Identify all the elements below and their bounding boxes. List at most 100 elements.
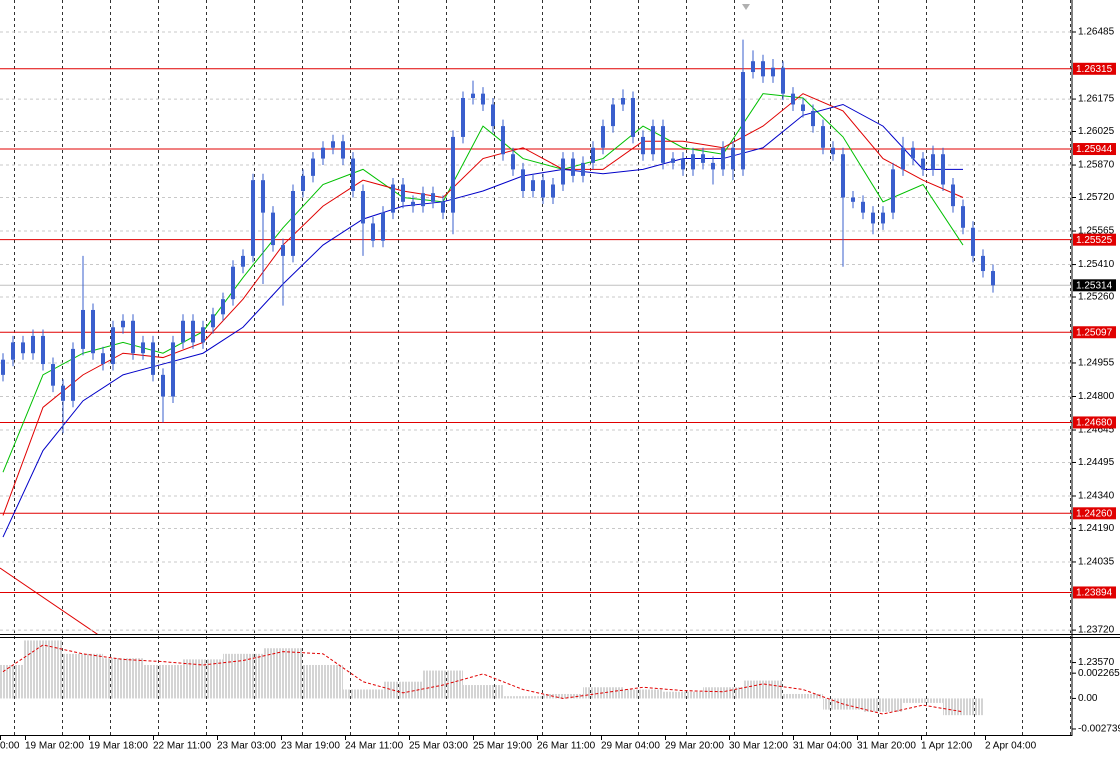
candle-body xyxy=(901,147,905,170)
candle-body xyxy=(711,162,715,170)
x-tick-label: 22 Mar 11:00 xyxy=(153,741,212,752)
candle-body xyxy=(521,169,525,192)
candle-body xyxy=(381,212,385,241)
candle-body xyxy=(991,271,995,286)
candle-body xyxy=(331,141,335,148)
x-tick-label: 31 Mar 04:00 xyxy=(793,741,852,752)
x-tick-label: 19 Mar 18:00 xyxy=(89,741,148,752)
candle-body xyxy=(221,299,225,315)
candle-body xyxy=(871,212,875,224)
candle-body xyxy=(691,154,695,170)
x-tick-label: 29 Mar 04:00 xyxy=(601,741,660,752)
candle-body xyxy=(951,184,955,207)
candle-body xyxy=(561,158,565,185)
histogram-bar xyxy=(223,653,263,699)
candle-body xyxy=(41,335,45,365)
y-tick-label: 1.25565 xyxy=(1078,226,1115,237)
histogram-bar xyxy=(423,670,463,699)
candle-body xyxy=(141,342,145,354)
candle-body xyxy=(551,184,555,198)
y-tick-label: 1.24645 xyxy=(1078,425,1115,436)
candle-body xyxy=(981,255,985,272)
x-tick-label: 23 Mar 03:00 xyxy=(217,741,276,752)
x-tick-label: 26 Mar 11:00 xyxy=(537,741,596,752)
histogram-bar xyxy=(503,696,543,699)
y-tick-label: 1.24340 xyxy=(1078,491,1115,502)
candle-body xyxy=(851,197,855,202)
histogram-bar xyxy=(263,648,303,699)
candle-body xyxy=(531,180,535,192)
histogram-bar xyxy=(943,698,983,716)
y-tick-label: 1.26175 xyxy=(1078,94,1115,105)
histogram-bar xyxy=(543,693,583,699)
candle-body xyxy=(31,335,35,354)
candle-body xyxy=(761,61,765,77)
candle-body xyxy=(571,158,575,176)
candle-body xyxy=(21,342,25,354)
candle-body xyxy=(11,342,15,360)
y-tick-label: 1.24955 xyxy=(1078,358,1115,369)
candle-body xyxy=(581,162,585,176)
candle-body xyxy=(831,147,835,155)
candle-body xyxy=(801,104,805,111)
histogram-bar xyxy=(303,664,343,699)
candle-body xyxy=(541,180,545,198)
candle-body xyxy=(241,255,245,267)
candle-body xyxy=(941,154,945,185)
histogram-bar xyxy=(743,680,783,699)
candle-body xyxy=(71,348,75,401)
candle-body xyxy=(191,320,195,343)
candle-body xyxy=(671,158,675,163)
candle-body xyxy=(491,104,495,127)
indicator-plot xyxy=(0,640,983,716)
y-tick-label: 1.25260 xyxy=(1078,292,1115,303)
level-label-box xyxy=(1073,507,1116,520)
candle-body xyxy=(271,212,275,246)
candle-body xyxy=(961,206,965,228)
histogram-bar xyxy=(783,693,823,699)
x-tick-label: 0:00 xyxy=(0,741,20,752)
shift-marker xyxy=(742,4,750,10)
x-tick-label: 25 Mar 19:00 xyxy=(473,741,532,752)
histogram-bar xyxy=(383,681,423,699)
x-tick-label: 30 Mar 12:00 xyxy=(729,741,788,752)
candle-body xyxy=(101,353,105,365)
candle-body xyxy=(771,67,775,77)
candle-body xyxy=(891,169,895,213)
x-tick-label: 31 Mar 20:00 xyxy=(857,741,916,752)
price-plot xyxy=(0,31,1072,634)
y-tick-label: 1.24800 xyxy=(1078,391,1115,402)
candle-body xyxy=(161,374,165,397)
y-tick-label: 1.24190 xyxy=(1078,523,1115,534)
level-label-box xyxy=(1073,143,1116,156)
candle-body xyxy=(591,147,595,163)
candle-body xyxy=(321,147,325,159)
histogram-bar xyxy=(703,687,743,699)
candle-body xyxy=(411,201,415,207)
level-label: 1.24680 xyxy=(1076,418,1113,429)
candle-body xyxy=(911,147,915,159)
candle-body xyxy=(361,191,365,224)
candle-body xyxy=(701,154,705,163)
candle-body xyxy=(931,154,935,170)
candle-body xyxy=(441,201,445,213)
y-tick-label: 1.25410 xyxy=(1078,259,1115,270)
histogram-bar xyxy=(0,664,23,699)
y-tick-label: 1.26485 xyxy=(1078,27,1115,38)
candle-body xyxy=(621,97,625,105)
y-tick-label: 1.23720 xyxy=(1078,625,1115,636)
candle-body xyxy=(301,175,305,192)
candle-body xyxy=(741,72,745,170)
level-label: 1.25525 xyxy=(1076,235,1113,246)
histogram-bar xyxy=(623,689,663,699)
indicator-tick-label: -0.002739 xyxy=(1078,724,1120,735)
histogram-bar xyxy=(143,664,183,699)
candle-body xyxy=(121,320,125,328)
x-tick-label: 19 Mar 02:00 xyxy=(25,741,84,752)
candle-body xyxy=(821,126,825,148)
candle-body xyxy=(261,180,265,213)
level-label-box xyxy=(1073,326,1116,339)
level-label-box xyxy=(1073,233,1116,246)
